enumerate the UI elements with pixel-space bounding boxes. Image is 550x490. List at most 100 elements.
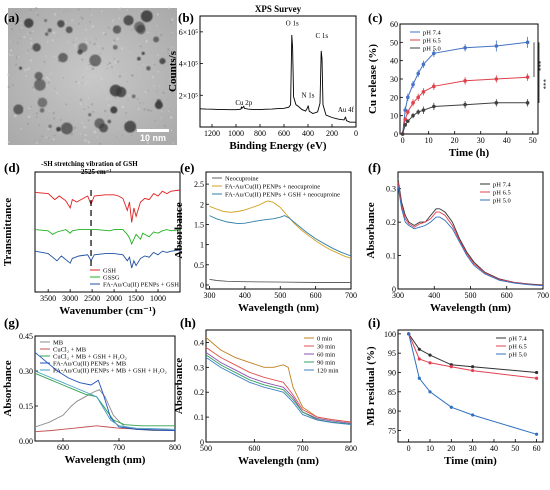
tem-speckle — [112, 26, 114, 29]
x-tick-label: 400 — [239, 291, 251, 300]
ftir-spectrum-line — [34, 249, 181, 269]
tem-speckle — [93, 42, 96, 46]
tem-speckle — [121, 134, 124, 137]
tem-speckle — [29, 59, 33, 62]
plot-frame — [397, 171, 544, 290]
panel-d: 3500 3000 2500 2000 1500 1000 Wavenumber (cm⁻¹… — [2, 160, 181, 317]
data-point — [463, 79, 467, 83]
data-point — [403, 108, 408, 112]
tem-speckle — [23, 35, 26, 39]
tem-speckle — [163, 124, 166, 128]
x-axis-label: Wavelength (nm) — [65, 454, 146, 466]
nanoparticle — [154, 101, 163, 110]
absorbance-line — [34, 370, 176, 430]
y-tick-label: 0.1 — [386, 252, 396, 261]
panel-g: 600 700 800 0.00 0.15 0.30 0.45 Wavelength (nm)… — [2, 315, 181, 466]
tem-speckle — [43, 60, 46, 64]
tem-speckle — [49, 73, 51, 75]
data-point — [432, 51, 436, 56]
tem-speckle — [101, 47, 105, 50]
tem-speckle — [97, 45, 100, 48]
data-point — [525, 101, 530, 105]
nanoparticle — [131, 94, 136, 99]
tem-speckle — [107, 103, 110, 107]
annotation-text: -SH stretching vibration of GSH — [41, 160, 138, 168]
tem-speckle — [89, 41, 91, 44]
significance-mark: *** — [534, 61, 542, 72]
data-point — [535, 370, 539, 375]
tem-speckle — [160, 117, 162, 119]
legend-entry: 30 min — [317, 344, 336, 351]
tem-speckle — [152, 85, 155, 87]
tem-speckle — [57, 35, 59, 37]
panel-label: (a) — [4, 10, 19, 25]
tem-speckle — [84, 139, 87, 142]
tem-speckle — [129, 51, 132, 53]
legend-entry: 90 min — [317, 360, 336, 367]
data-point — [494, 101, 499, 105]
x-tick-label: 3500 — [40, 294, 56, 303]
tem-speckle — [10, 53, 13, 56]
tem-speckle — [40, 135, 44, 138]
tem-speckle — [79, 102, 82, 106]
x-tick-label: 400 — [302, 129, 314, 138]
tem-speckle — [50, 72, 52, 74]
data-point — [428, 390, 432, 394]
nanoparticle — [37, 97, 48, 108]
absorbance-line — [397, 185, 544, 287]
x-tick-label: 40 — [503, 136, 511, 145]
tem-speckle — [171, 18, 174, 21]
nanoparticle — [44, 19, 48, 23]
tem-speckle — [110, 59, 112, 62]
nanoparticle — [39, 108, 45, 113]
x-tick-label: 10 — [426, 444, 434, 453]
x-tick-label: 400 — [428, 291, 440, 300]
panel-f: 300 400 500 600 700 0 0.1 0.2 0.3 Wavelength (nm)… — [365, 160, 549, 314]
x-axis-label: Wavenumber (cm⁻¹) — [59, 305, 156, 317]
tem-speckle — [90, 14, 93, 16]
tem-speckle — [128, 94, 130, 97]
panel-label: (b) — [178, 10, 194, 25]
tem-speckle — [147, 31, 150, 34]
data-point — [432, 104, 436, 109]
tem-speckle — [15, 55, 18, 58]
tem-speckle — [107, 26, 110, 29]
tem-speckle — [77, 22, 80, 25]
nanoparticle — [153, 36, 160, 43]
x-tick-label: 800 — [345, 444, 357, 453]
tem-speckle — [87, 96, 90, 99]
legend-entry: FA-Au/Cu(II) PENPs + MB + GSH + H₂O₂ — [53, 368, 167, 375]
y-tick-label: 0.30 — [19, 367, 33, 376]
tem-speckle — [96, 136, 98, 138]
x-tick-label: 3000 — [62, 294, 78, 303]
tem-speckle — [114, 96, 117, 99]
tem-speckle — [167, 7, 170, 10]
y-tick-label: 95 — [388, 349, 396, 358]
x-tick-label: 20 — [447, 444, 455, 453]
tem-speckle — [154, 119, 157, 122]
tem-speckle — [47, 128, 50, 131]
significance-mark: *** — [539, 79, 547, 90]
tem-speckle — [111, 66, 113, 69]
tem-speckle — [93, 130, 97, 134]
data-point — [432, 84, 436, 89]
tem-speckle — [172, 141, 174, 144]
tem-speckle — [170, 129, 173, 132]
tem-speckle — [112, 41, 115, 44]
x-axis-label: Wavelength (nm) — [238, 455, 319, 467]
tem-speckle — [91, 67, 95, 71]
tem-speckle — [141, 102, 144, 104]
tem-speckle — [126, 80, 128, 83]
y-tick-label: 0 — [394, 130, 398, 139]
data-point — [417, 347, 421, 351]
x-tick-label: 20 — [451, 136, 459, 145]
data-point — [525, 75, 530, 79]
absorbance-line — [397, 178, 544, 286]
x-axis-label: Wavelength (nm) — [238, 302, 319, 314]
absorbance-line — [205, 347, 352, 423]
tem-speckle — [26, 52, 28, 54]
nanoparticle — [159, 58, 166, 65]
y-axis-label: Absorbance — [173, 358, 185, 414]
tem-speckle — [131, 135, 133, 137]
panel-b: 1200 1000 800 600 400 200 0 2×10⁵ 4×10⁵ 6×10⁵ Bind… — [167, 4, 358, 152]
